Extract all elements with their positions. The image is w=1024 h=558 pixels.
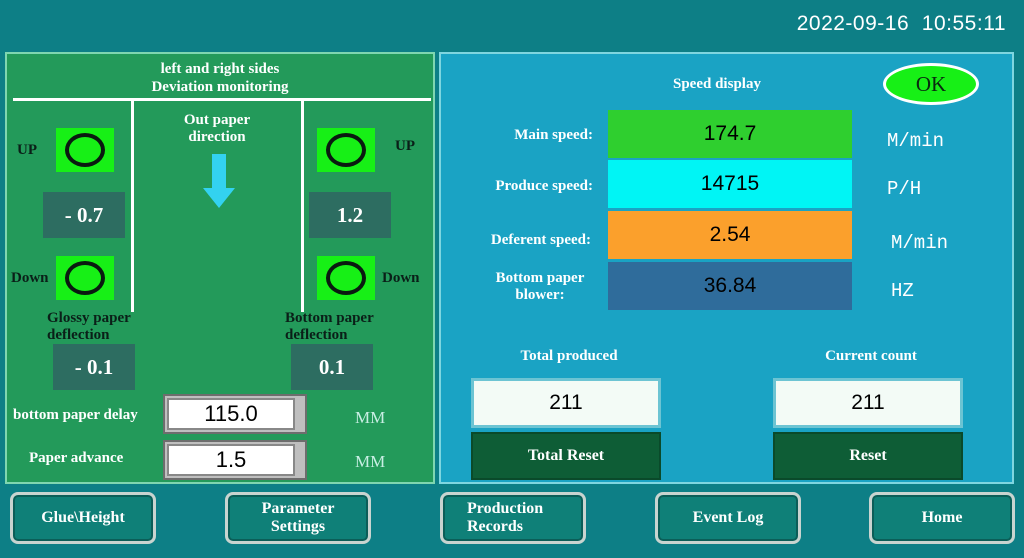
blower-label-line2: blower:: [515, 287, 565, 303]
current-count-label: Current count: [825, 348, 917, 364]
left-divider: [131, 100, 134, 312]
produce-speed-value: 14715: [608, 160, 852, 208]
deviation-title-line1: left and right sides: [160, 61, 280, 77]
production-line2: Records: [467, 518, 523, 535]
nav-production-records-button[interactable]: Production Records: [440, 492, 586, 544]
blower-label-line1: Bottom paper: [495, 270, 585, 286]
produce-speed-unit: P/H: [887, 178, 922, 200]
paper-advance-input[interactable]: 1.5: [167, 444, 295, 476]
speed-display-title: Speed display: [673, 76, 761, 92]
deviation-panel-title: left and right sides Deviation monitorin…: [7, 60, 433, 96]
parameter-line1: Parameter: [261, 500, 335, 517]
left-up-indicator: [56, 128, 114, 172]
bottom-label-line1: Bottom paper: [285, 310, 374, 326]
right-down-label: Down: [382, 270, 420, 286]
arrow-down-icon: [203, 154, 235, 208]
glossy-label-line1: Glossy paper: [47, 310, 131, 326]
bottom-paper-deflection-label: Bottom paper deflection: [285, 310, 374, 344]
ok-status-button[interactable]: OK: [883, 63, 979, 105]
out-paper-direction-label: Out paper direction: [157, 112, 277, 146]
nav-parameter-settings-button[interactable]: Parameter Settings: [225, 492, 371, 544]
produce-speed-label: Produce speed:: [495, 178, 593, 194]
right-divider: [301, 100, 304, 312]
left-down-label: Down: [11, 270, 49, 286]
bottom-label-line2: deflection: [285, 327, 348, 343]
glossy-label-line2: deflection: [47, 327, 110, 343]
bottom-paper-blower-unit: HZ: [891, 280, 914, 302]
main-speed-unit: M/min: [887, 130, 945, 152]
paper-advance-unit: MM: [355, 452, 386, 471]
glossy-deflection-value: - 0.1: [53, 344, 135, 390]
bottom-deflection-value: 0.1: [291, 344, 373, 390]
status-ring-icon: [326, 133, 366, 167]
status-ring-icon: [326, 261, 366, 295]
production-line1: Production: [467, 500, 544, 517]
current-count-value: 211: [773, 378, 963, 428]
right-up-indicator: [317, 128, 375, 172]
paper-advance-input-frame[interactable]: 1.5: [163, 440, 307, 480]
speed-display-panel: Speed display OK Main speed: 174.7 M/min…: [439, 52, 1014, 484]
reset-button[interactable]: Reset: [773, 432, 963, 480]
total-reset-button[interactable]: Total Reset: [471, 432, 661, 480]
nav-home-button[interactable]: Home: [869, 492, 1015, 544]
bottom-paper-blower-value: 36.84: [608, 262, 852, 310]
status-ring-icon: [65, 261, 105, 295]
right-deviation-value: 1.2: [309, 192, 391, 238]
bottom-paper-blower-label: Bottom paper blower:: [475, 270, 605, 304]
bottom-paper-delay-input[interactable]: 115.0: [167, 398, 295, 430]
glossy-paper-deflection-label: Glossy paper deflection: [47, 310, 131, 344]
right-up-label: UP: [395, 138, 415, 154]
total-produced-value: 211: [471, 378, 661, 428]
deviation-monitoring-panel: left and right sides Deviation monitorin…: [5, 52, 435, 484]
deferent-speed-label: Deferent speed:: [490, 232, 591, 248]
paper-advance-label: Paper advance: [29, 450, 124, 466]
nav-glue-height-button[interactable]: Glue\Height: [10, 492, 156, 544]
right-down-indicator: [317, 256, 375, 300]
bottom-delay-unit: MM: [355, 408, 386, 427]
direction-line2: direction: [188, 129, 246, 145]
deviation-title-line2: Deviation monitoring: [151, 79, 289, 95]
deferent-speed-unit: M/min: [891, 232, 949, 254]
left-up-label: UP: [17, 142, 37, 158]
nav-event-log-button[interactable]: Event Log: [655, 492, 801, 544]
title-divider: [13, 98, 431, 101]
datetime-display: 2022-09-16 10:55:11: [796, 12, 1006, 35]
bottom-paper-delay-label: bottom paper delay: [13, 407, 138, 423]
left-down-indicator: [56, 256, 114, 300]
left-deviation-value: - 0.7: [43, 192, 125, 238]
status-ring-icon: [65, 133, 105, 167]
total-produced-label: Total produced: [520, 348, 618, 364]
main-speed-value: 174.7: [608, 110, 852, 158]
main-speed-label: Main speed:: [514, 127, 593, 143]
deferent-speed-value: 2.54: [608, 211, 852, 259]
bottom-paper-delay-input-frame[interactable]: 115.0: [163, 394, 307, 434]
direction-line1: Out paper: [183, 112, 251, 128]
parameter-line2: Settings: [270, 518, 326, 535]
